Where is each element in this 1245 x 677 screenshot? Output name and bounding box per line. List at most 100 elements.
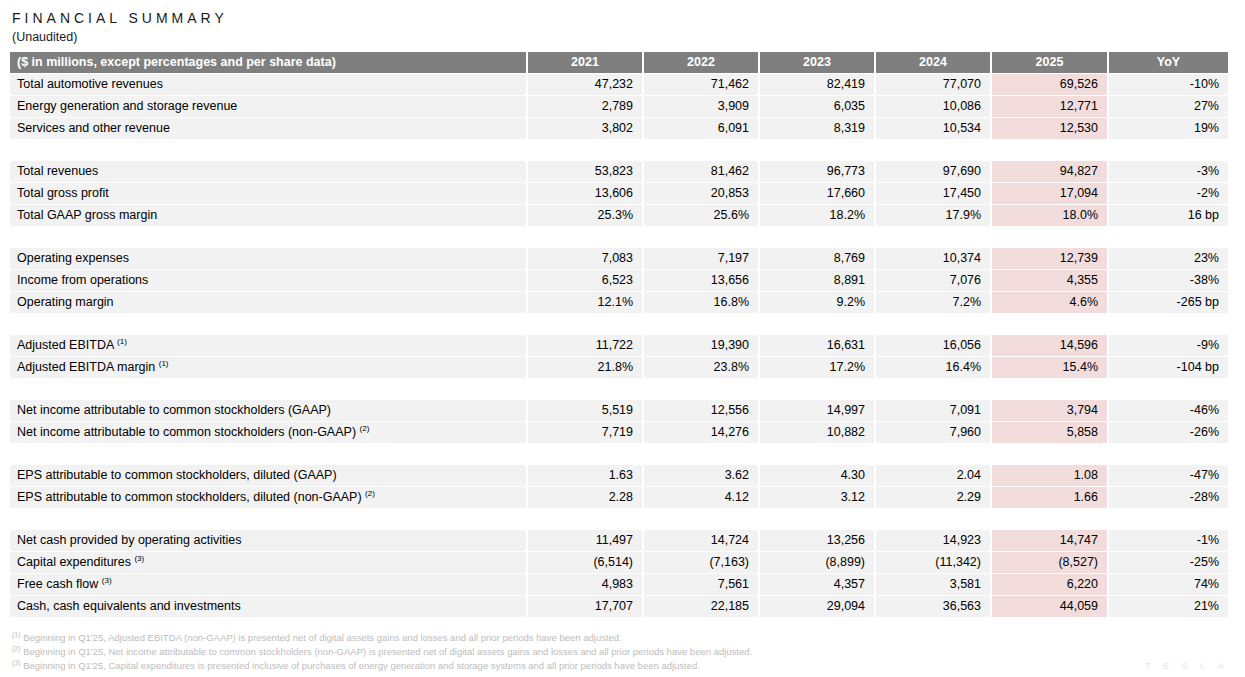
footnote-2: (2) Beginning in Q1'25, Net income attri… [12, 645, 752, 659]
header-yoy: YoY [1109, 52, 1228, 73]
cell-2023: 17,660 [760, 183, 874, 204]
section-spacer [10, 139, 1238, 160]
cell-2023: 17.2% [760, 357, 874, 378]
cell-2024: 7,091 [876, 400, 990, 421]
cell-2023: (8,899) [760, 552, 874, 573]
cell-2025: 14,747 [992, 530, 1107, 551]
cell-yoy: -38% [1109, 270, 1228, 291]
cell-2023: 10,882 [760, 422, 874, 443]
cell-2024: 97,690 [876, 161, 990, 182]
table-row: Operating expenses7,0837,1978,76910,3741… [10, 248, 1238, 269]
cell-yoy: 19% [1109, 118, 1228, 139]
cell-yoy: -104 bp [1109, 357, 1228, 378]
cell-2022: 4.12 [644, 487, 758, 508]
cell-2021: 12.1% [528, 292, 642, 313]
cell-2021: 2.28 [528, 487, 642, 508]
row-label: Cash, cash equivalents and investments [10, 596, 526, 617]
cell-2022: 14,276 [644, 422, 758, 443]
cell-2021: 4,983 [528, 574, 642, 595]
cell-2022: 7,197 [644, 248, 758, 269]
cell-2024: 10,534 [876, 118, 990, 139]
cell-2025: 3,794 [992, 400, 1107, 421]
cell-2024: 10,374 [876, 248, 990, 269]
cell-2025: 4,355 [992, 270, 1107, 291]
financial-summary-page: FINANCIAL SUMMARY (Unaudited) ($ in mill… [0, 0, 1245, 677]
cell-yoy: 21% [1109, 596, 1228, 617]
row-label: Energy generation and storage revenue [10, 96, 526, 117]
cell-yoy: -2% [1109, 183, 1228, 204]
table-row: Income from operations6,52313,6568,8917,… [10, 270, 1238, 291]
cell-2024: 3,581 [876, 574, 990, 595]
cell-2023: 9.2% [760, 292, 874, 313]
row-label: Adjusted EBITDA (1) [10, 335, 526, 356]
cell-2024: 7.2% [876, 292, 990, 313]
table-row: Total gross profit13,60620,85317,66017,4… [10, 183, 1238, 204]
cell-2021: 53,823 [528, 161, 642, 182]
table-row: Net cash provided by operating activitie… [10, 530, 1238, 551]
footnote-ref: (3) [134, 554, 144, 563]
row-label: Total GAAP gross margin [10, 205, 526, 226]
cell-2024: 10,086 [876, 96, 990, 117]
cell-2023: 4.30 [760, 465, 874, 486]
table-row: Total automotive revenues47,23271,46282,… [10, 74, 1238, 95]
cell-2021: 3,802 [528, 118, 642, 139]
header-2021: 2021 [528, 52, 642, 73]
table-row: Adjusted EBITDA (1)11,72219,39016,63116,… [10, 335, 1238, 356]
row-label: Income from operations [10, 270, 526, 291]
cell-2025: (8,527) [992, 552, 1107, 573]
cell-2025: 44,059 [992, 596, 1107, 617]
cell-2023: 8,319 [760, 118, 874, 139]
cell-2025: 69,526 [992, 74, 1107, 95]
cell-2023: 14,997 [760, 400, 874, 421]
row-label: Net income attributable to common stockh… [10, 422, 526, 443]
section-spacer [10, 443, 1238, 464]
cell-2023: 82,419 [760, 74, 874, 95]
row-label: Net cash provided by operating activitie… [10, 530, 526, 551]
table-row: Services and other revenue3,8026,0918,31… [10, 118, 1238, 139]
row-label: Total revenues [10, 161, 526, 182]
footnote-1-marker: (1) [12, 631, 21, 638]
cell-2024: 36,563 [876, 596, 990, 617]
cell-2025: 12,739 [992, 248, 1107, 269]
header-2023: 2023 [760, 52, 874, 73]
cell-2025: 12,530 [992, 118, 1107, 139]
row-label: Operating margin [10, 292, 526, 313]
section-spacer [10, 378, 1238, 399]
cell-2021: 7,719 [528, 422, 642, 443]
table-row: Adjusted EBITDA margin (1)21.8%23.8%17.2… [10, 357, 1238, 378]
row-label: Capital expenditures (3) [10, 552, 526, 573]
row-label: Services and other revenue [10, 118, 526, 139]
footnote-3: (3) Beginning in Q1'25, Capital expendit… [12, 659, 752, 673]
cell-yoy: -25% [1109, 552, 1228, 573]
cell-2021: (6,514) [528, 552, 642, 573]
cell-2024: 16.4% [876, 357, 990, 378]
cell-yoy: -1% [1109, 530, 1228, 551]
cell-2025: 94,827 [992, 161, 1107, 182]
table-body: Total automotive revenues47,23271,46282,… [10, 74, 1238, 617]
row-label: EPS attributable to common stockholders,… [10, 487, 526, 508]
cell-2021: 7,083 [528, 248, 642, 269]
cell-2025: 14,596 [992, 335, 1107, 356]
cell-2023: 4,357 [760, 574, 874, 595]
cell-2022: 13,656 [644, 270, 758, 291]
cell-2023: 29,094 [760, 596, 874, 617]
cell-2023: 16,631 [760, 335, 874, 356]
cell-2022: 6,091 [644, 118, 758, 139]
cell-2024: 14,923 [876, 530, 990, 551]
footnote-ref: (1) [117, 337, 127, 346]
table-header-row: ($ in millions, except percentages and p… [10, 52, 1238, 73]
cell-yoy: -3% [1109, 161, 1228, 182]
row-label: Total gross profit [10, 183, 526, 204]
cell-2024: 2.04 [876, 465, 990, 486]
cell-2025: 18.0% [992, 205, 1107, 226]
cell-2025: 1.66 [992, 487, 1107, 508]
footnotes-block: (1) Beginning in Q1'25, Adjusted EBITDA … [12, 631, 752, 673]
cell-2025: 5,858 [992, 422, 1107, 443]
cell-2024: (11,342) [876, 552, 990, 573]
cell-2023: 8,769 [760, 248, 874, 269]
cell-2024: 17.9% [876, 205, 990, 226]
table-row: Net income attributable to common stockh… [10, 422, 1238, 443]
table-row: Capital expenditures (3)(6,514)(7,163)(8… [10, 552, 1238, 573]
table-row: EPS attributable to common stockholders,… [10, 465, 1238, 486]
cell-2021: 25.3% [528, 205, 642, 226]
